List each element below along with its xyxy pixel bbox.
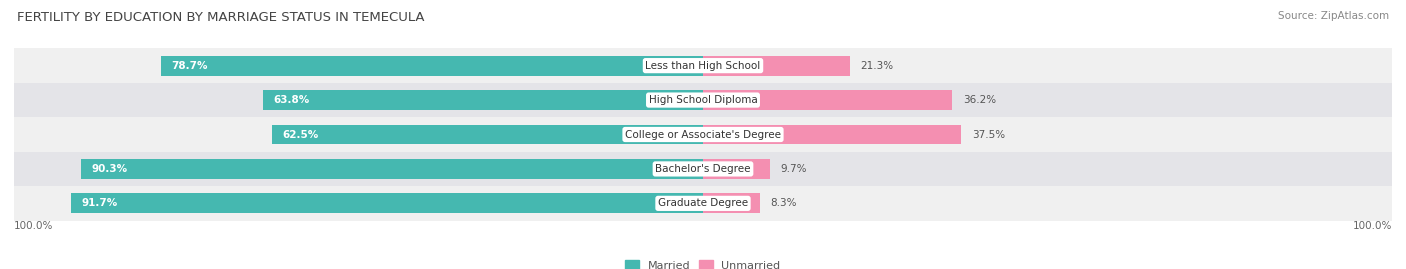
Bar bbox=[14, 117, 1392, 152]
Text: 90.3%: 90.3% bbox=[91, 164, 128, 174]
Text: Less than High School: Less than High School bbox=[645, 61, 761, 71]
Bar bbox=[72, 193, 703, 213]
Text: Bachelor's Degree: Bachelor's Degree bbox=[655, 164, 751, 174]
Text: 100.0%: 100.0% bbox=[14, 221, 53, 231]
Bar bbox=[263, 90, 703, 110]
Text: 63.8%: 63.8% bbox=[274, 95, 311, 105]
Text: 21.3%: 21.3% bbox=[860, 61, 893, 71]
Bar bbox=[14, 152, 1392, 186]
Text: 91.7%: 91.7% bbox=[82, 198, 118, 208]
Bar bbox=[703, 90, 952, 110]
Bar bbox=[273, 125, 703, 144]
Text: FERTILITY BY EDUCATION BY MARRIAGE STATUS IN TEMECULA: FERTILITY BY EDUCATION BY MARRIAGE STATU… bbox=[17, 11, 425, 24]
Text: High School Diploma: High School Diploma bbox=[648, 95, 758, 105]
Bar bbox=[703, 56, 849, 76]
Bar bbox=[703, 125, 962, 144]
Text: Source: ZipAtlas.com: Source: ZipAtlas.com bbox=[1278, 11, 1389, 21]
Text: 100.0%: 100.0% bbox=[1353, 221, 1392, 231]
Bar bbox=[14, 83, 1392, 117]
Bar bbox=[82, 159, 703, 179]
Text: 62.5%: 62.5% bbox=[283, 129, 319, 140]
Bar bbox=[703, 159, 770, 179]
Text: 78.7%: 78.7% bbox=[172, 61, 208, 71]
Text: 36.2%: 36.2% bbox=[963, 95, 995, 105]
Text: 9.7%: 9.7% bbox=[780, 164, 807, 174]
Legend: Married, Unmarried: Married, Unmarried bbox=[621, 256, 785, 269]
Text: 8.3%: 8.3% bbox=[770, 198, 797, 208]
Bar bbox=[703, 193, 761, 213]
Text: College or Associate's Degree: College or Associate's Degree bbox=[626, 129, 780, 140]
Bar bbox=[160, 56, 703, 76]
Bar bbox=[14, 186, 1392, 221]
Text: 37.5%: 37.5% bbox=[972, 129, 1005, 140]
Text: Graduate Degree: Graduate Degree bbox=[658, 198, 748, 208]
Bar bbox=[14, 48, 1392, 83]
